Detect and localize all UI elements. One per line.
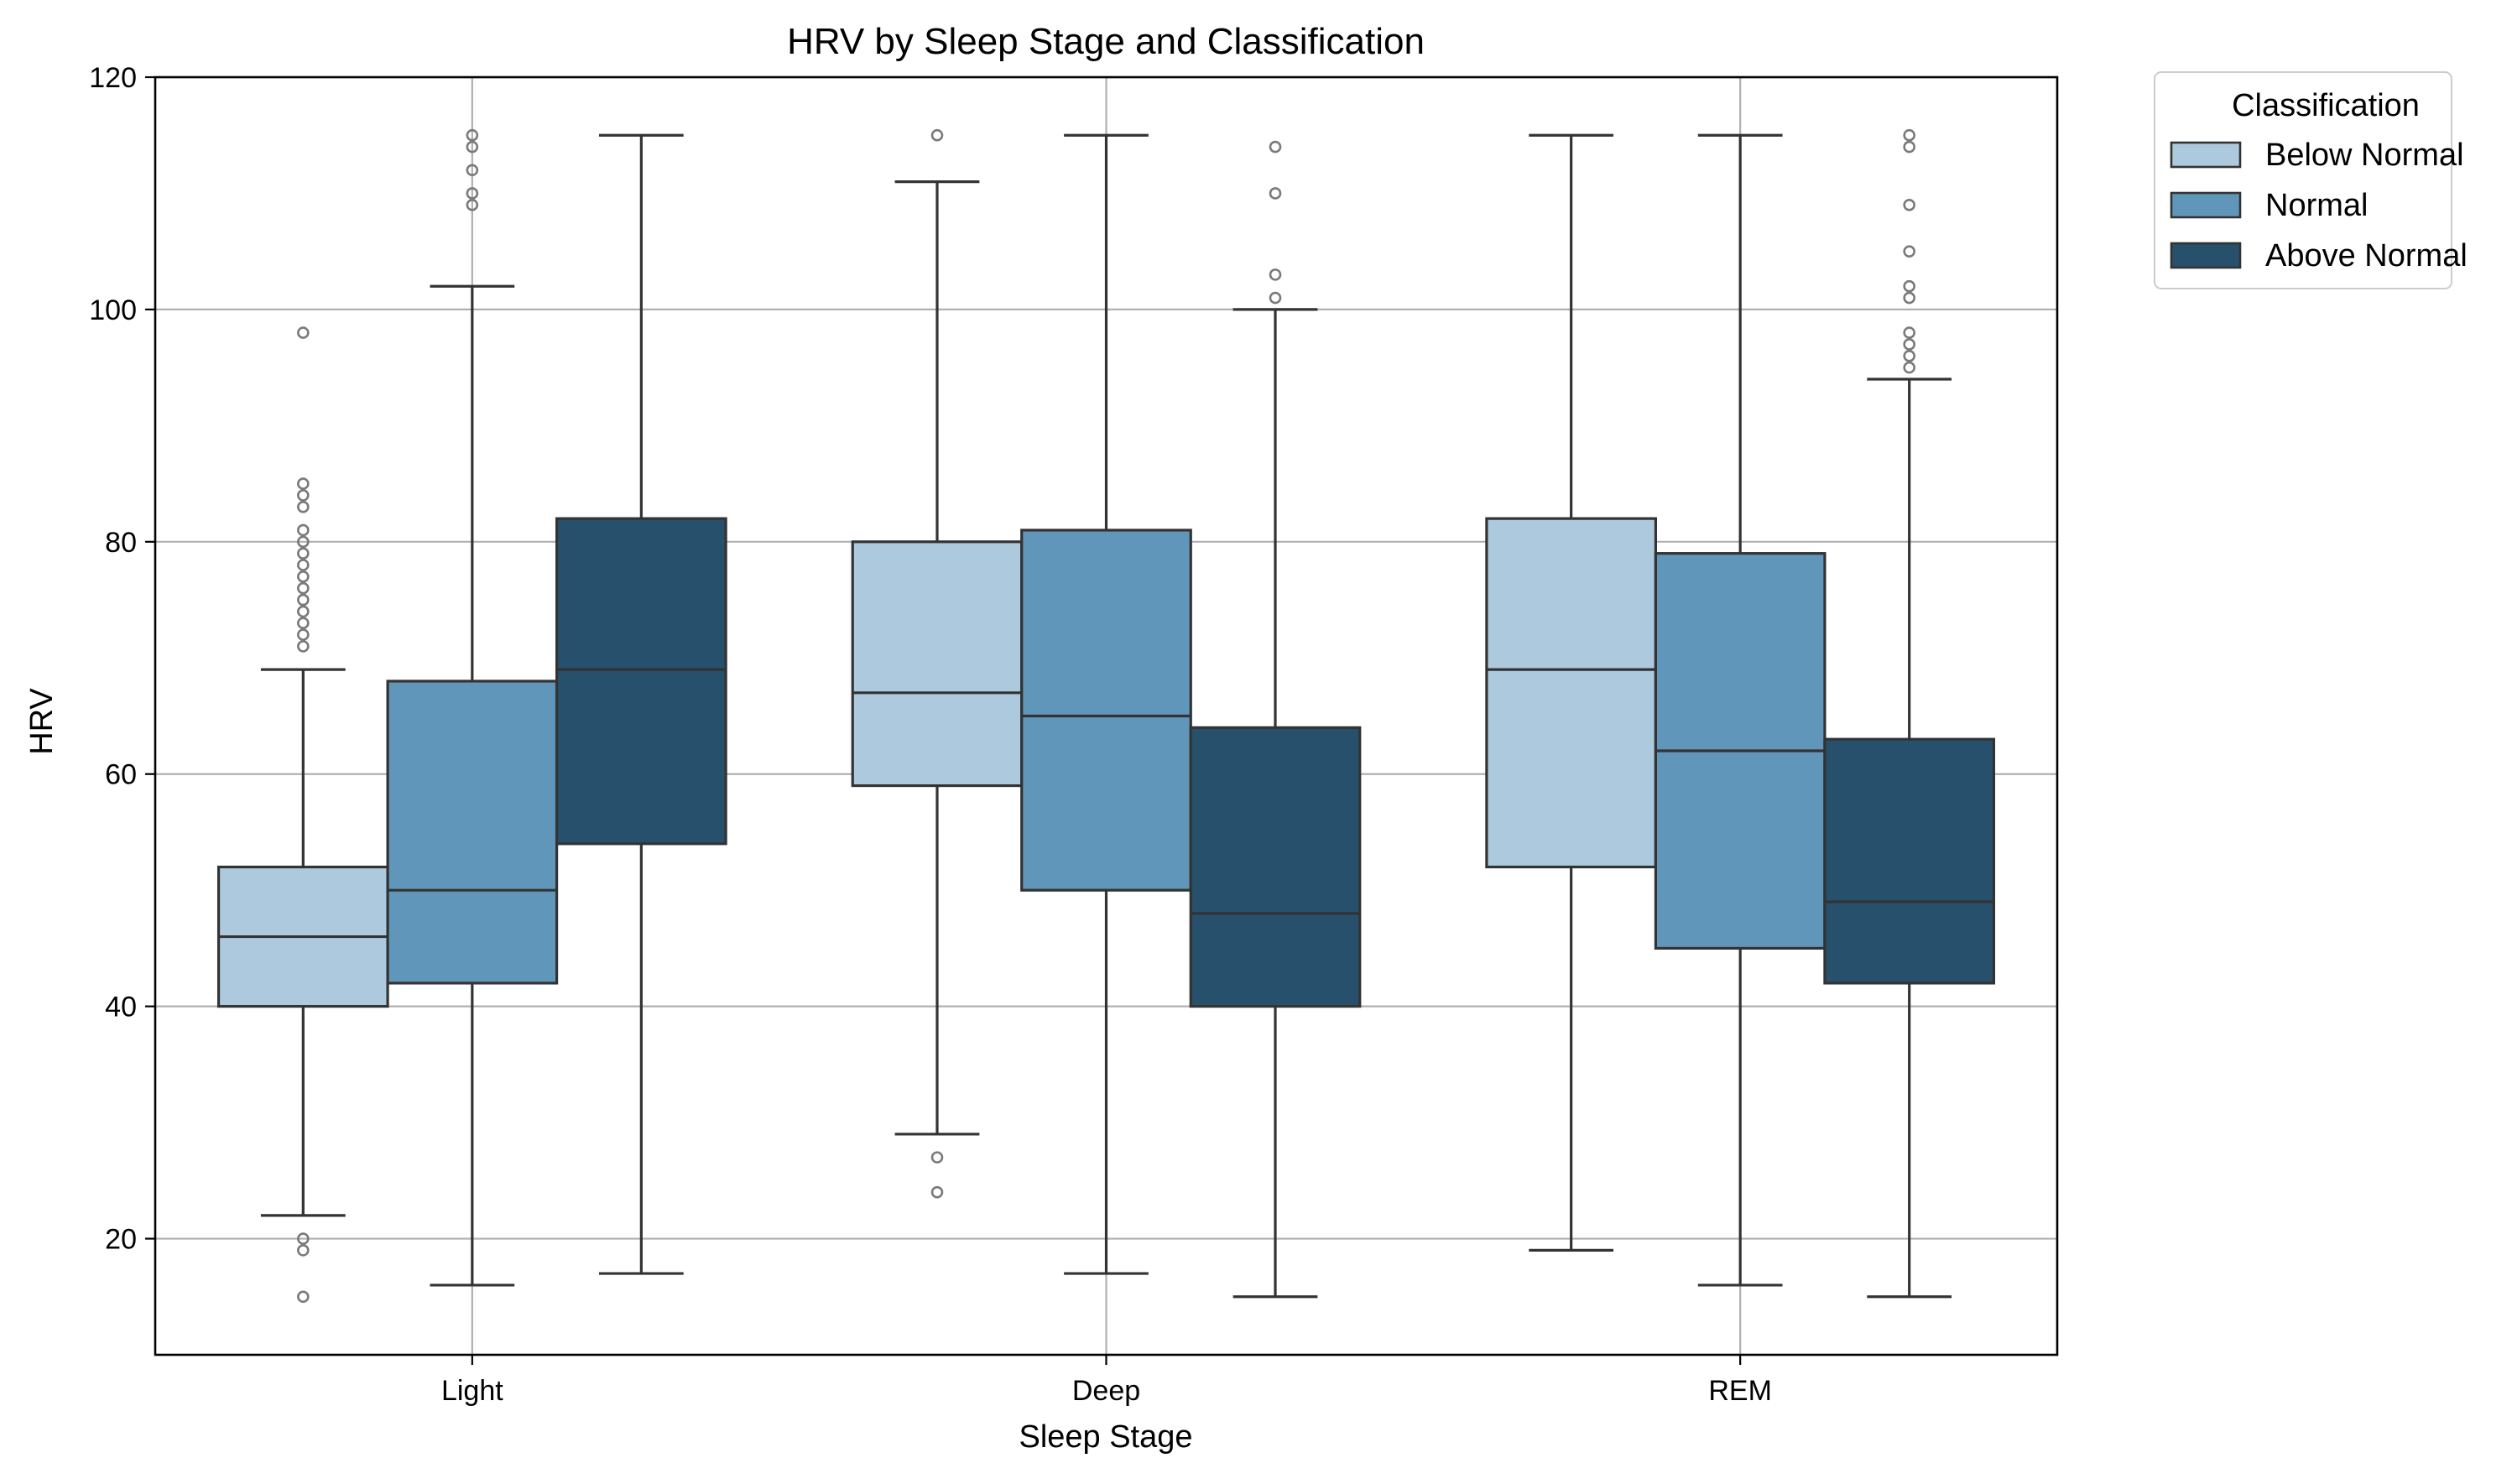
iqr-box — [1485, 517, 1658, 869]
outlier-point — [297, 547, 310, 560]
iqr-box — [1020, 529, 1192, 892]
box-group — [1020, 133, 1192, 1275]
outlier-point — [1903, 291, 1915, 305]
outlier-point — [297, 559, 310, 571]
outlier-point — [930, 1151, 944, 1164]
legend-title: Classification — [2232, 88, 2420, 123]
axis-layer: 20 40 60 80 100 120 Light Deep REM — [89, 62, 2059, 1407]
x-tick-label: Deep — [1072, 1375, 1140, 1407]
outlier-point — [297, 535, 310, 549]
outlier-point — [466, 140, 479, 154]
outlier-point — [466, 164, 479, 177]
iqr-box — [1189, 726, 1362, 1008]
outlier-point — [297, 489, 310, 502]
outlier-point — [930, 128, 944, 142]
y-tick-label: 80 — [105, 527, 137, 559]
outlier-point — [466, 128, 479, 142]
box-group — [216, 326, 389, 1304]
outlier-point — [297, 617, 310, 630]
y-tick-label: 20 — [105, 1224, 137, 1256]
outlier-point — [1903, 128, 1915, 142]
outlier-point — [1269, 268, 1282, 281]
legend-swatch — [2170, 242, 2242, 269]
outlier-point — [297, 581, 310, 595]
outlier-point — [1269, 187, 1282, 200]
x-axis-label: Sleep Stage — [1019, 1419, 1192, 1455]
outlier-point — [297, 326, 310, 339]
legend-swatch — [2170, 141, 2242, 169]
box-group — [1654, 133, 1827, 1287]
outlier-point — [1903, 279, 1915, 293]
outlier-point — [297, 1232, 310, 1245]
outlier-point — [466, 187, 479, 200]
outlier-point — [297, 640, 310, 653]
y-axis-label: HRV — [24, 688, 60, 755]
outlier-point — [1269, 291, 1282, 305]
legend-label: Below Normal — [2265, 138, 2464, 173]
outlier-point — [297, 570, 310, 583]
box-group — [555, 133, 727, 1275]
legend: Classification Below Normal Normal Above N… — [2154, 71, 2467, 289]
legend-label: Normal — [2265, 188, 2368, 223]
outlier-point — [1903, 349, 1915, 362]
y-tick-label: 40 — [105, 992, 137, 1023]
box-layer — [216, 128, 1996, 1304]
box-group — [851, 128, 1024, 1199]
iqr-box — [1823, 737, 1996, 985]
y-tick-label: 60 — [105, 759, 137, 791]
box-group — [1823, 128, 1996, 1299]
outlier-point — [297, 477, 310, 490]
legend-label: Above Normal — [2265, 238, 2467, 273]
outlier-point — [930, 1185, 944, 1199]
plot-frame — [154, 76, 2059, 1356]
box-group — [386, 128, 559, 1287]
outlier-point — [297, 593, 310, 607]
legend-items: Below Normal Normal Above Normal — [2170, 138, 2467, 273]
iqr-box — [386, 680, 559, 985]
box-group — [1485, 133, 1658, 1252]
outlier-point — [297, 628, 310, 641]
outlier-point — [297, 523, 310, 537]
outlier-point — [466, 199, 479, 211]
outlier-point — [1903, 338, 1915, 351]
outlier-point — [1903, 199, 1915, 211]
outlier-point — [1903, 140, 1915, 154]
legend-swatch — [2170, 191, 2242, 219]
outlier-point — [1903, 361, 1915, 374]
box-group — [1189, 140, 1362, 1299]
x-tick-label: REM — [1708, 1375, 1772, 1407]
outlier-point — [297, 500, 310, 513]
outlier-point — [1903, 326, 1915, 339]
outlier-point — [1903, 245, 1915, 258]
y-tick-label: 100 — [89, 294, 137, 326]
outlier-point — [297, 1244, 310, 1257]
iqr-box — [555, 517, 727, 846]
y-tick-label: 120 — [89, 62, 137, 94]
outlier-point — [1269, 140, 1282, 154]
chart-title: HRV by Sleep Stage and Classification — [787, 21, 1425, 62]
outlier-point — [297, 1290, 310, 1304]
iqr-box — [851, 540, 1024, 788]
outlier-point — [297, 605, 310, 618]
x-tick-label: Light — [441, 1375, 503, 1407]
legend-frame — [2154, 71, 2452, 289]
